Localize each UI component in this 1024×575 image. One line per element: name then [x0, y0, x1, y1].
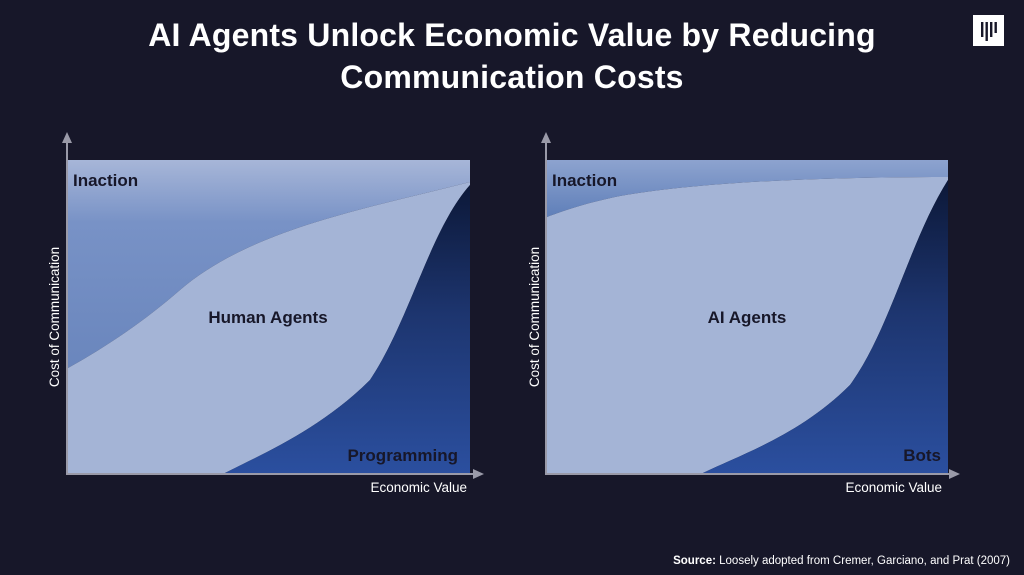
diagram-ai: Inaction AI Agents Bots Economic Value C… [527, 132, 960, 495]
source-text: Loosely adopted from Cremer, Garciano, a… [719, 555, 1010, 567]
region-programming-human [225, 185, 470, 473]
region-label-programming-human: Programming [347, 446, 458, 465]
slide-title: AI Agents Unlock Economic Value by Reduc… [0, 14, 1024, 98]
region-label-bots-ai: Bots [903, 446, 941, 465]
region-label-inaction-ai: Inaction [552, 171, 617, 190]
x-axis-label-ai: Economic Value [845, 480, 942, 495]
region-agents-ai [547, 177, 948, 473]
region-bots-ai [703, 180, 948, 473]
region-label-agents-human: Human Agents [208, 308, 327, 327]
title-line-2: Communication Costs [340, 59, 684, 95]
y-axis-arrow-human [62, 132, 72, 143]
y-axis-arrow-ai [541, 132, 551, 143]
region-inaction-human [68, 160, 470, 368]
region-label-inaction-human: Inaction [73, 171, 138, 190]
brand-logo-icon [973, 15, 1004, 46]
y-axis-label-ai: Cost of Communication [527, 247, 542, 387]
diagram-human: Inaction Human Agents Programming Econom… [47, 132, 484, 495]
source-citation: Source: Loosely adopted from Cremer, Gar… [673, 555, 1010, 567]
source-label: Source: [673, 555, 716, 567]
region-inaction-ai [547, 160, 948, 217]
y-axis-label-human: Cost of Communication [47, 247, 62, 387]
x-axis-arrow-ai [949, 469, 960, 479]
x-axis-label-human: Economic Value [370, 480, 467, 495]
region-label-agents-ai: AI Agents [708, 308, 787, 327]
region-agents-human [68, 182, 470, 473]
title-line-1: AI Agents Unlock Economic Value by Reduc… [148, 17, 876, 53]
x-axis-arrow-human [473, 469, 484, 479]
